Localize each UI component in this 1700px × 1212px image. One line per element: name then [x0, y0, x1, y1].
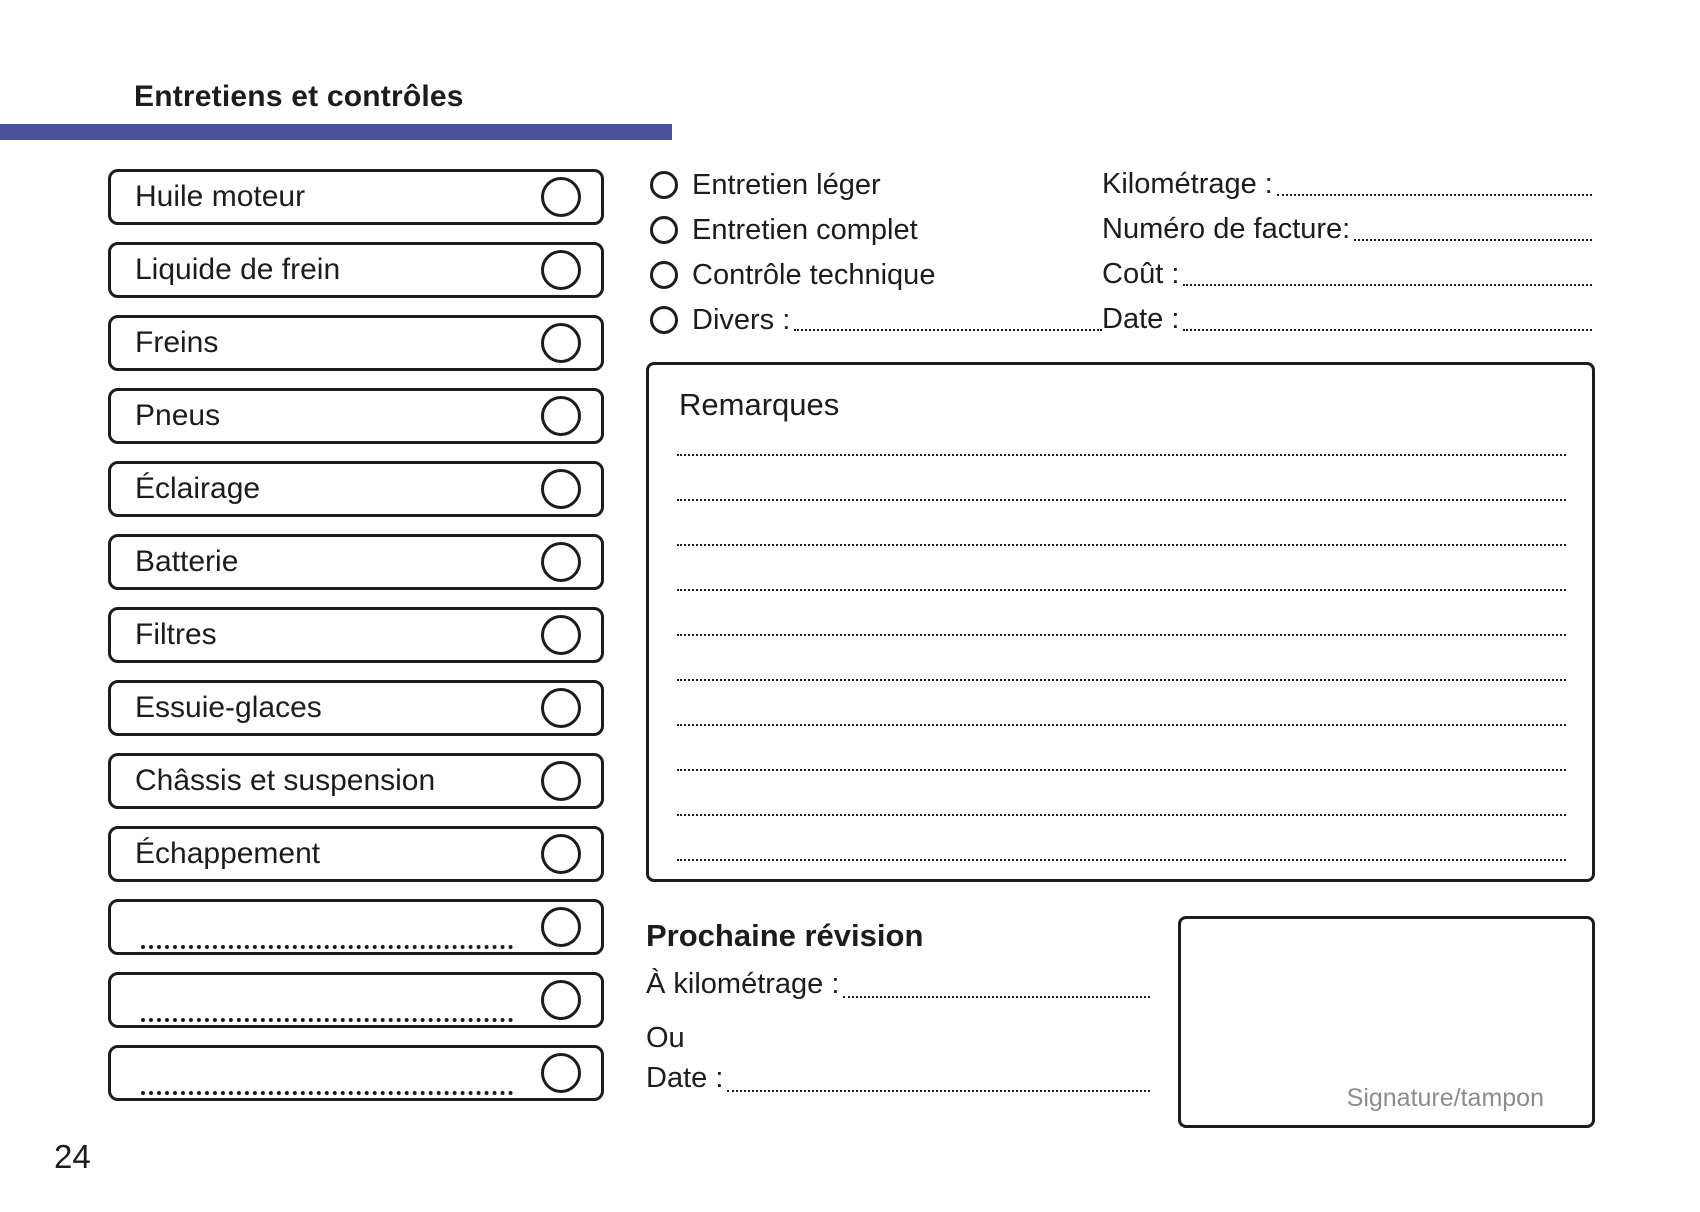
- next-service-date-label: Date :: [646, 1062, 724, 1094]
- invoice-field-label: Numéro de facture:: [1102, 213, 1351, 245]
- remarks-lines: [677, 411, 1566, 861]
- checklist-item-label: Freins: [135, 326, 219, 359]
- checklist-item-label: Essuie-glaces: [135, 691, 322, 724]
- service-type-radio-circle[interactable]: [650, 306, 678, 334]
- service-type-label: Divers :: [692, 303, 791, 336]
- checklist-item: [108, 972, 604, 1028]
- checklist-item-label: Liquide de frein: [135, 253, 341, 286]
- checklist-item-label: Batterie: [135, 545, 239, 578]
- service-type-radio-circle[interactable]: [650, 171, 678, 199]
- service-type-radio-circle[interactable]: [650, 261, 678, 289]
- title-accent-bar: [0, 124, 672, 140]
- signature-box[interactable]: Signature/tampon: [1178, 916, 1595, 1128]
- remarks-writein-line[interactable]: [677, 456, 1566, 501]
- invoice-field-row: Kilométrage :: [1102, 168, 1592, 202]
- remarks-writein-line[interactable]: [677, 771, 1566, 816]
- remarks-writein-line[interactable]: [677, 411, 1566, 456]
- checklist-item: Essuie-glaces: [108, 680, 604, 736]
- remarks-writein-line[interactable]: [677, 501, 1566, 546]
- next-service-km-row: À kilométrage :: [646, 968, 1150, 1004]
- checklist-item-label: Pneus: [135, 399, 221, 432]
- checklist-checkbox-circle[interactable]: [541, 688, 581, 728]
- checklist-writein-line[interactable]: [141, 905, 513, 949]
- checklist-checkbox-circle[interactable]: [541, 323, 581, 363]
- next-service-km-writein-line[interactable]: [843, 996, 1150, 998]
- checklist-checkbox-circle[interactable]: [541, 469, 581, 509]
- invoice-fields: Kilométrage : Numéro de facture: Coût : …: [1102, 168, 1592, 348]
- checklist-item-label: Éclairage: [135, 472, 261, 505]
- invoice-field-label: Coût :: [1102, 258, 1180, 290]
- checklist-writein-line[interactable]: [141, 978, 513, 1022]
- checklist-checkbox-circle[interactable]: [541, 615, 581, 655]
- page-number: 24: [54, 1138, 91, 1175]
- checklist-item: Liquide de frein: [108, 242, 604, 298]
- checklist-checkbox-circle[interactable]: [541, 177, 581, 217]
- invoice-field-label: Kilométrage :: [1102, 168, 1273, 200]
- checklist-item-label: Châssis et suspension: [135, 764, 436, 797]
- invoice-field-row: Numéro de facture:: [1102, 213, 1592, 247]
- service-type-row: Entretien complet: [650, 213, 1102, 247]
- checklist-checkbox-circle[interactable]: [541, 980, 581, 1020]
- signature-label: Signature/tampon: [1346, 1084, 1544, 1112]
- checklist-item: Freins: [108, 315, 604, 371]
- checklist-writein-line[interactable]: [141, 1051, 513, 1095]
- service-type-writein-line[interactable]: [794, 329, 1102, 331]
- service-type-label: Entretien complet: [692, 213, 918, 246]
- checklist-item: Batterie: [108, 534, 604, 590]
- invoice-field-writein-line[interactable]: [1183, 329, 1592, 331]
- service-type-label: Entretien léger: [692, 168, 881, 201]
- checklist-item: Filtres: [108, 607, 604, 663]
- remarks-writein-line[interactable]: [677, 816, 1566, 861]
- next-service-date-writein-line[interactable]: [727, 1090, 1150, 1092]
- checklist-checkbox-circle[interactable]: [541, 1053, 581, 1093]
- checklist-item-label: Huile moteur: [135, 180, 306, 213]
- invoice-field-writein-line[interactable]: [1183, 284, 1592, 286]
- remarks-writein-line[interactable]: [677, 681, 1566, 726]
- checklist-item: [108, 899, 604, 955]
- page-title: Entretiens et contrôles: [134, 80, 464, 113]
- remarks-writein-line[interactable]: [677, 546, 1566, 591]
- invoice-field-row: Coût :: [1102, 258, 1592, 292]
- service-type-row: Divers :: [650, 303, 1102, 337]
- maintenance-checklist: Huile moteur Liquide de frein Freins Pne…: [108, 169, 604, 1118]
- next-service-title: Prochaine révision: [646, 918, 924, 953]
- checklist-item-label: Échappement: [135, 837, 321, 870]
- checklist-checkbox-circle[interactable]: [541, 250, 581, 290]
- checklist-checkbox-circle[interactable]: [541, 834, 581, 874]
- checklist-item: Pneus: [108, 388, 604, 444]
- next-service-date-row: Date :: [646, 1062, 1150, 1098]
- checklist-item-label: Filtres: [135, 618, 217, 651]
- remarks-box: Remarques: [646, 362, 1595, 882]
- checklist-checkbox-circle[interactable]: [541, 542, 581, 582]
- invoice-field-writein-line[interactable]: [1354, 239, 1592, 241]
- remarks-title: Remarques: [679, 387, 840, 422]
- remarks-writein-line[interactable]: [677, 636, 1566, 681]
- checklist-item: Châssis et suspension: [108, 753, 604, 809]
- invoice-field-writein-line[interactable]: [1276, 194, 1592, 196]
- remarks-writein-line[interactable]: [677, 726, 1566, 771]
- remarks-writein-line[interactable]: [677, 591, 1566, 636]
- invoice-field-row: Date :: [1102, 303, 1592, 337]
- checklist-item: Échappement: [108, 826, 604, 882]
- checklist-checkbox-circle[interactable]: [541, 761, 581, 801]
- service-type-label: Contrôle technique: [692, 258, 936, 291]
- checklist-checkbox-circle[interactable]: [541, 396, 581, 436]
- checklist-item: Huile moteur: [108, 169, 604, 225]
- service-type-row: Contrôle technique: [650, 258, 1102, 292]
- checklist-item: [108, 1045, 604, 1101]
- service-type-options: Entretien léger Entretien complet Contrô…: [650, 168, 1102, 348]
- next-service-or-label: Ou: [646, 1022, 685, 1054]
- service-type-row: Entretien léger: [650, 168, 1102, 202]
- checklist-checkbox-circle[interactable]: [541, 907, 581, 947]
- next-service-km-label: À kilométrage :: [646, 968, 840, 1000]
- invoice-field-label: Date :: [1102, 303, 1180, 335]
- service-type-radio-circle[interactable]: [650, 216, 678, 244]
- checklist-item: Éclairage: [108, 461, 604, 517]
